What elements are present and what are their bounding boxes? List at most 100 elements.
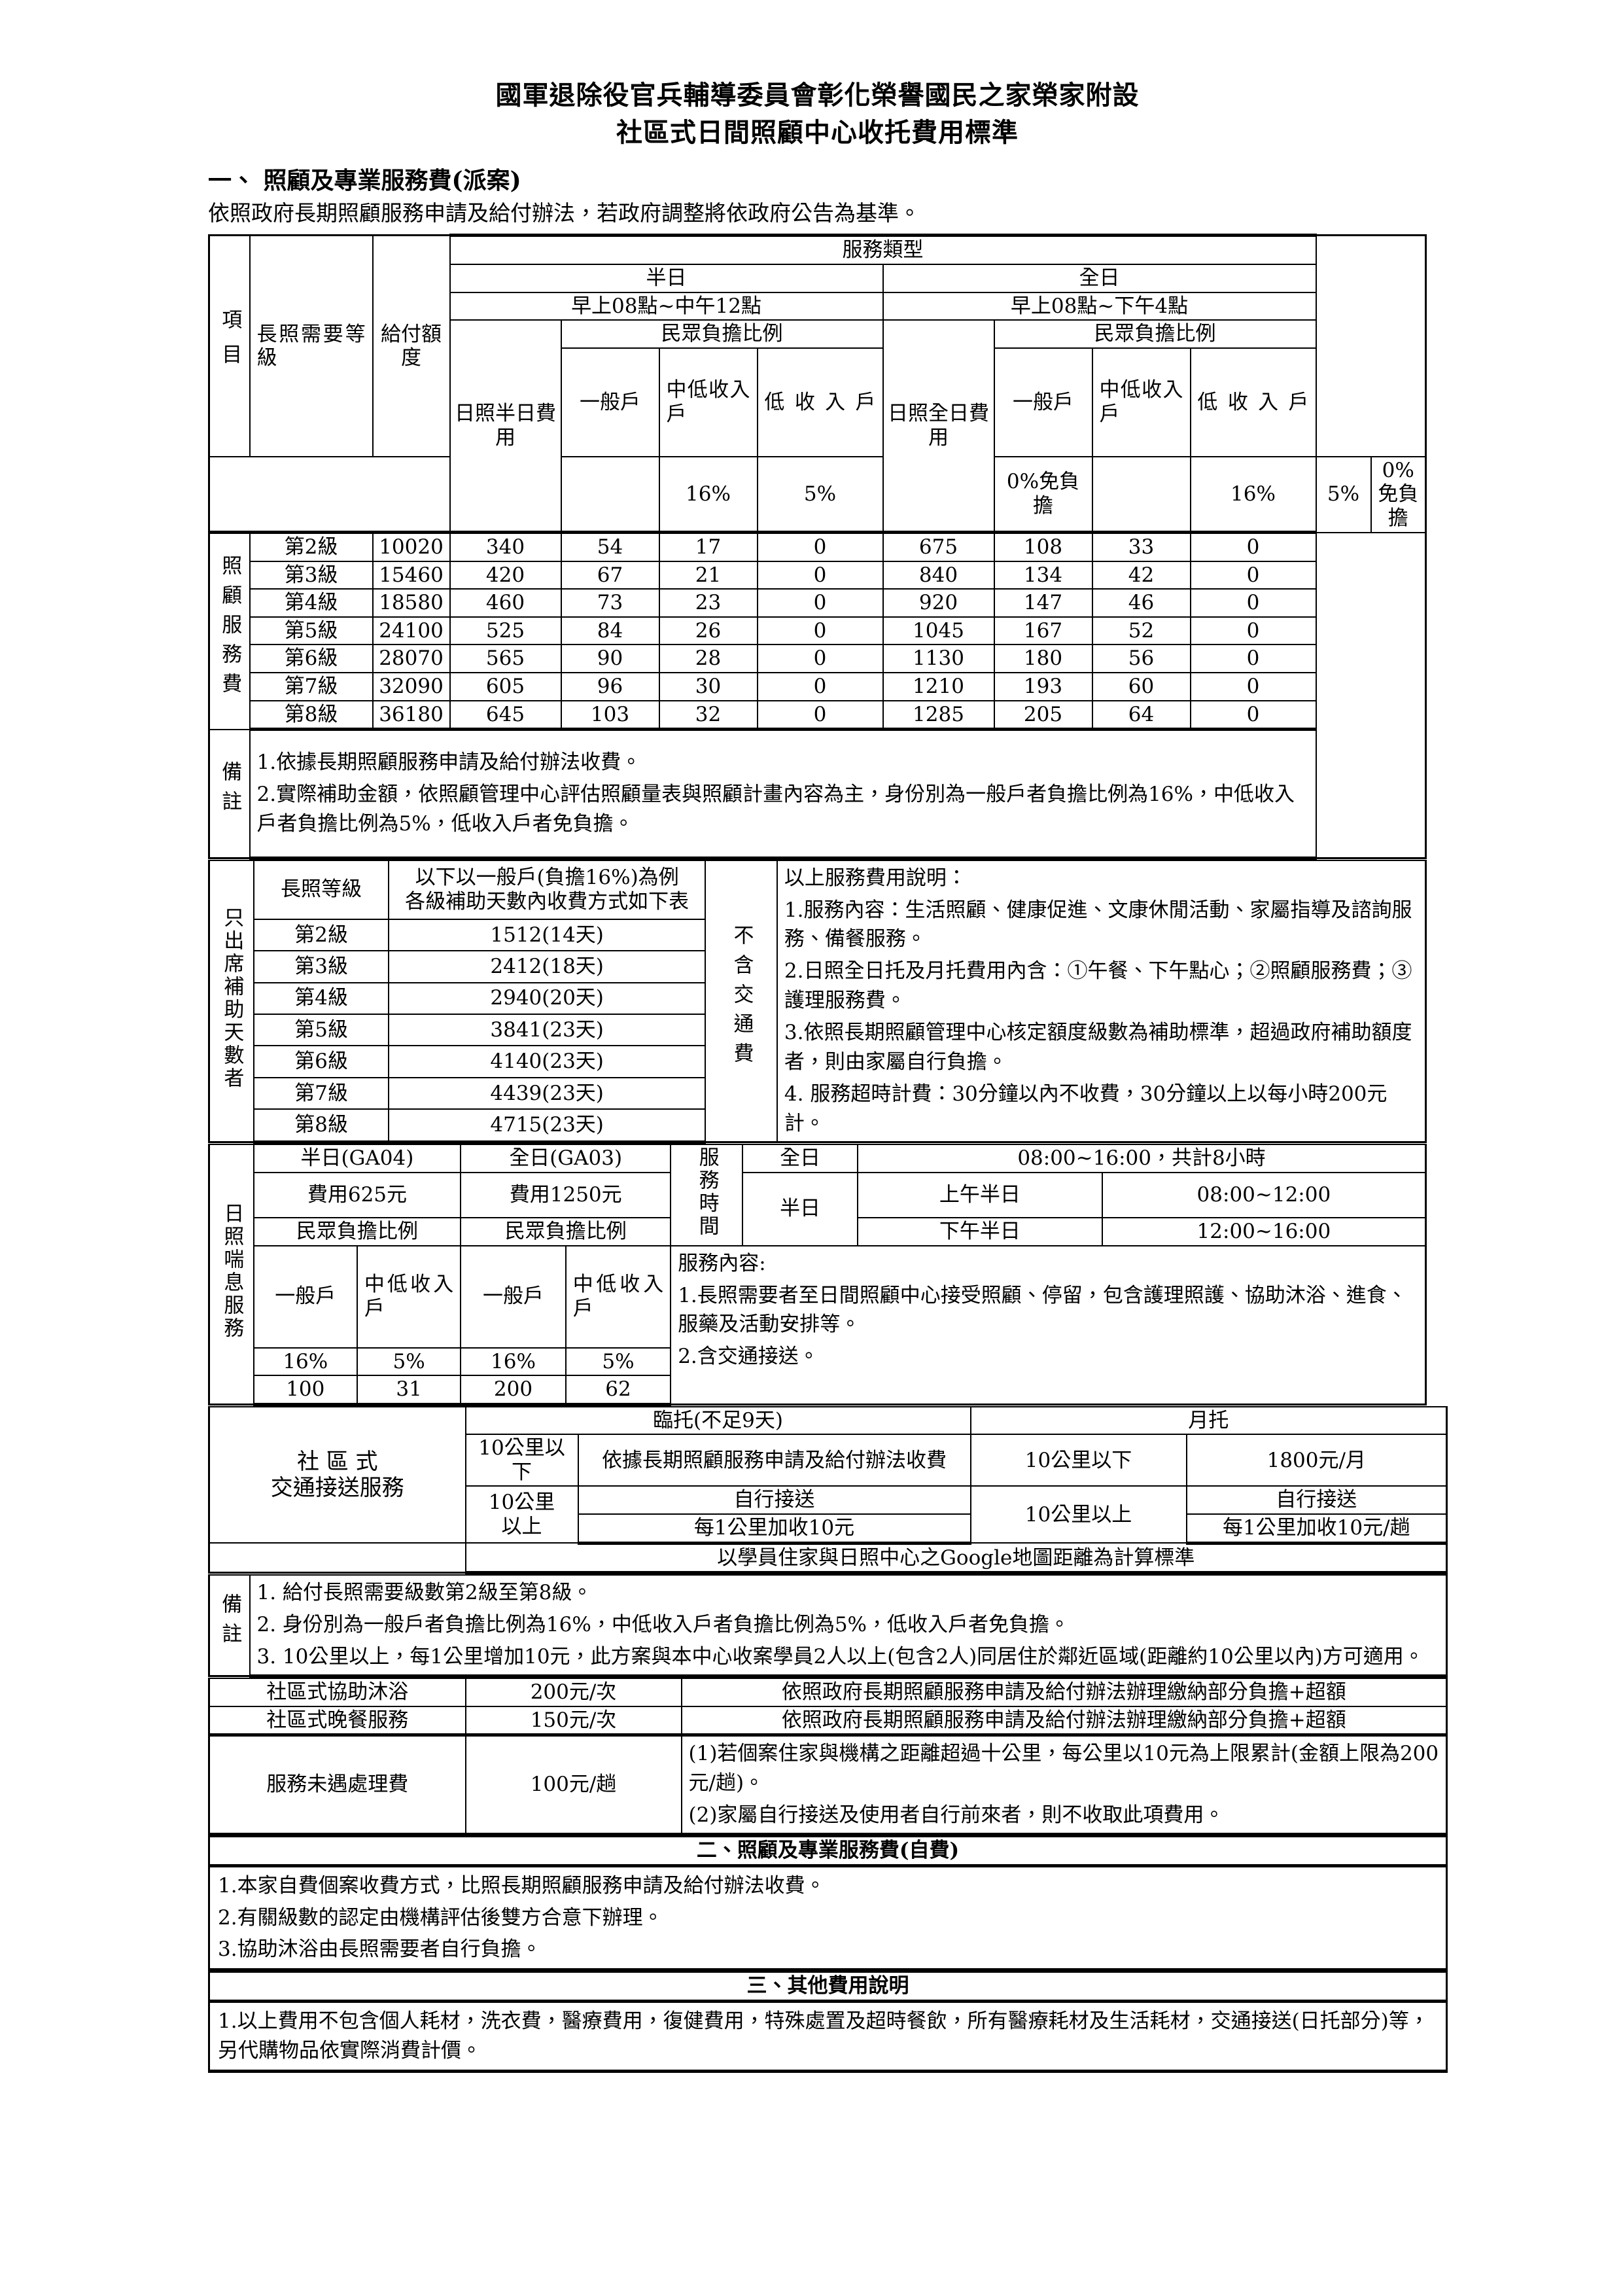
row-half-fee: 645 — [449, 699, 562, 732]
row-half-midlow: 30 — [658, 671, 758, 701]
example-header-line-1: 以下以一般戶(負擔16%)為例 — [415, 866, 679, 890]
temp-care-header: 臨托(不足9天) — [464, 1405, 971, 1436]
respite-half-general-header: 一般戶 — [253, 1245, 358, 1349]
full-general-pct: 16% — [1189, 455, 1317, 533]
respite-content-title: 服務內容: — [678, 1251, 766, 1275]
missed-service-note-2: (2)家屬自行接送及使用者自行前來者，則不收取此項費用。 — [688, 1803, 1225, 1828]
row-full-general: 193 — [993, 671, 1093, 701]
row-full-fee: 840 — [882, 560, 995, 590]
row-full-general: 205 — [993, 699, 1093, 732]
transport-service-table: 社 區 式 交通接送服務 臨托(不足9天) 月托 10公里以下 依據長期照顧服務… — [208, 1405, 1448, 1575]
row-level: 第2級 — [249, 531, 374, 562]
list-item: 第4級 2940(20天) — [209, 981, 1426, 1015]
half-day-header: 半日 — [449, 264, 884, 293]
respite-content-2: 2.含交通接送。 — [678, 1345, 819, 1369]
missed-service-note: (1)若個案住家與機構之距離超過十公里，每公里以10元為上限累計(金額上限為20… — [680, 1734, 1448, 1836]
respite-content-cell: 服務內容: 1.長照需要者至日間照顧中心接受照顧、停留，包含護理照護、協助沐浴、… — [670, 1245, 1427, 1405]
row-half-low: 0 — [756, 560, 884, 590]
attendance-amount: 4140(23天) — [388, 1045, 706, 1078]
row-half-general: 90 — [560, 644, 660, 673]
temp-over-10km-line-1: 10公里 — [488, 1491, 555, 1515]
list-item: 第7級 4439(23天) — [209, 1076, 1426, 1110]
row-full-low: 0 — [1189, 531, 1317, 562]
attendance-amount: 2412(18天) — [388, 950, 706, 983]
main-remark-label: 備註 — [208, 728, 250, 859]
month-over-10km-self: 自行接送 — [1185, 1485, 1448, 1515]
row-full-midlow: 33 — [1091, 531, 1191, 562]
fee-price: 150元/次 — [464, 1705, 682, 1737]
attendance-level: 第5級 — [253, 1013, 390, 1047]
row-level: 第8級 — [249, 699, 374, 732]
full-low-pct: 0%免負擔 — [1370, 455, 1427, 533]
respite-full-burden-ratio: 民眾負擔比例 — [460, 1217, 672, 1246]
percent-row: 16% 5% 0%免負擔 16% 5% 0%免負擔 — [209, 455, 1427, 535]
list-item: 第6級 4140(23天) — [209, 1045, 1426, 1078]
table-row: 第4級 18580 460 73 23 0 920 147 46 0 — [209, 588, 1426, 618]
explain-4: 4. 服務超時計費：30分鐘以內不收費，30分鐘以上以每小時200元計。 — [784, 1082, 1387, 1136]
table-row: 第8級 36180 645 103 32 0 1285 205 64 0 — [209, 699, 1426, 732]
care-fee-row-label-text: 照顧服務費 — [218, 555, 242, 703]
attendance-row-label-text: 只出席補助天數者 — [220, 906, 244, 1090]
care-fee-row-label: 照顧服務費 — [208, 531, 250, 730]
respite-half-day-code: 半日(GA04) — [253, 1144, 462, 1173]
row-half-fee: 565 — [449, 644, 562, 673]
half-general-header: 一般戶 — [560, 347, 660, 457]
main-fee-table: 項目 長照需要等級 給付額度 服務類型 半日 全日 早上08點~中午12點 早上… — [208, 234, 1427, 860]
table-row: 第3級 15460 420 67 21 0 840 134 42 0 — [209, 560, 1426, 590]
level-header-cell: 長照需要等級 — [249, 234, 374, 457]
section-2-table: 二、照顧及專業服務費(自費) 1.本家自費個案收費方式，比照長期照顧服務申請及給… — [208, 1835, 1448, 1972]
row-quota: 32090 — [372, 671, 451, 701]
respite-half-day-label: 半日 — [742, 1171, 858, 1246]
respite-half-midlow-header: 中低收入戶 — [356, 1245, 462, 1349]
main-remark-row: 備註 1.依據長期照顧服務申請及給付辦法收費。 2.實際補助金額，依照顧管理中心… — [208, 728, 1426, 860]
main-remark-2: 2.實際補助金額，依照顧管理中心評估照顧量表與照顧計畫內容為主，身份別為一般戶者… — [256, 783, 1295, 836]
half-general-pct: 16% — [658, 455, 758, 533]
page-title: 國軍退除役官兵輔導委員會彰化榮譽國民之家榮家附設 社區式日間照顧中心收托費用標準 — [208, 77, 1427, 152]
transport-remark-1: 1. 給付長照需要級數第2級至第8級。 — [256, 1581, 593, 1605]
respite-half-midlow-amt: 31 — [356, 1375, 462, 1406]
section-2-heading: 二、照顧及專業服務費(自費) — [208, 1835, 1448, 1867]
row-full-low: 0 — [1189, 644, 1317, 673]
respite-service-table: 日照喘息服務 半日(GA04) 全日(GA03) 服務時間 全日 08:00~1… — [208, 1144, 1427, 1406]
row-half-fee: 525 — [449, 616, 562, 646]
service-explanation-cell: 以上服務費用說明： 1.服務內容：生活照顧、健康促進、文康休閒活動、家屬指導及諮… — [776, 859, 1427, 1142]
explain-title: 以上服務費用說明： — [784, 866, 967, 890]
main-remark-body: 1.依據長期照顧服務申請及給付辦法收費。 2.實際補助金額，依照顧管理中心評估照… — [249, 728, 1317, 860]
full-low-header: 低收入戶 — [1189, 347, 1317, 457]
section-2-item-2: 2.有關級數的認定由機構評估後雙方合意下辦理。 — [218, 1905, 663, 1930]
fee-note: 依照政府長期照顧服務申請及給付辦法辦理繳納部分負擔+超額 — [680, 1705, 1448, 1737]
fee-note: 依照政府長期照顧服務申請及給付辦法辦理繳納部分負擔+超額 — [680, 1678, 1448, 1707]
respite-full-day-code: 全日(GA03) — [460, 1144, 672, 1173]
attendance-level-header: 長照等級 — [253, 859, 390, 920]
full-general-header: 一般戶 — [993, 347, 1093, 457]
attendance-row-label: 只出席補助天數者 — [208, 859, 254, 1143]
attendance-level: 第6級 — [253, 1045, 390, 1078]
row-full-fee: 1285 — [882, 699, 995, 732]
full-midlow-pct: 5% — [1315, 455, 1372, 533]
item-header-cell: 項目 — [208, 234, 250, 457]
temp-over-10km-self: 自行接送 — [577, 1485, 971, 1515]
temp-under-10km-value: 依據長期照顧服務申請及給付辦法收費 — [577, 1434, 971, 1487]
section-3-heading: 三、其他費用說明 — [208, 1971, 1448, 2003]
row-quota: 36180 — [372, 699, 451, 732]
morning-half-hours: 08:00~12:00 — [1101, 1171, 1427, 1219]
transport-footer: 以學員住家與日照中心之Google地圖距離為計算標準 — [464, 1542, 1448, 1575]
row-level: 第5級 — [249, 616, 374, 646]
service-time-label-text: 服務時間 — [695, 1146, 719, 1239]
missed-service-price: 100元/趟 — [464, 1734, 682, 1836]
respite-half-general-amt: 100 — [253, 1375, 358, 1406]
half-burden-ratio-header: 民眾負擔比例 — [560, 319, 884, 349]
table-row: 照顧服務費 第2級 10020 340 54 17 0 675 108 33 0 — [208, 531, 1426, 730]
row-full-midlow: 42 — [1091, 560, 1191, 590]
full-fee-header-label: 日照全日費用 — [888, 402, 989, 450]
row-half-low: 0 — [756, 531, 884, 562]
row-half-midlow: 17 — [658, 531, 758, 562]
row-level: 第4級 — [249, 588, 374, 618]
afternoon-half-hours: 12:00~16:00 — [1101, 1217, 1427, 1246]
row-full-midlow: 64 — [1091, 699, 1191, 732]
half-low-header: 低收入戶 — [756, 347, 884, 457]
month-under-10km-value: 1800元/月 — [1185, 1434, 1448, 1487]
row-full-low: 0 — [1189, 588, 1317, 618]
respite-half-midlow-pct: 5% — [356, 1347, 462, 1377]
